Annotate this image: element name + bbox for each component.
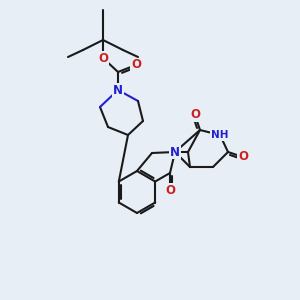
Text: O: O bbox=[131, 58, 141, 71]
Text: O: O bbox=[238, 151, 248, 164]
Text: N: N bbox=[113, 83, 123, 97]
Text: O: O bbox=[190, 109, 200, 122]
Text: N: N bbox=[170, 146, 180, 158]
Text: N: N bbox=[170, 146, 180, 158]
Text: NH: NH bbox=[211, 130, 229, 140]
Text: O: O bbox=[98, 52, 108, 64]
Text: O: O bbox=[165, 184, 175, 196]
